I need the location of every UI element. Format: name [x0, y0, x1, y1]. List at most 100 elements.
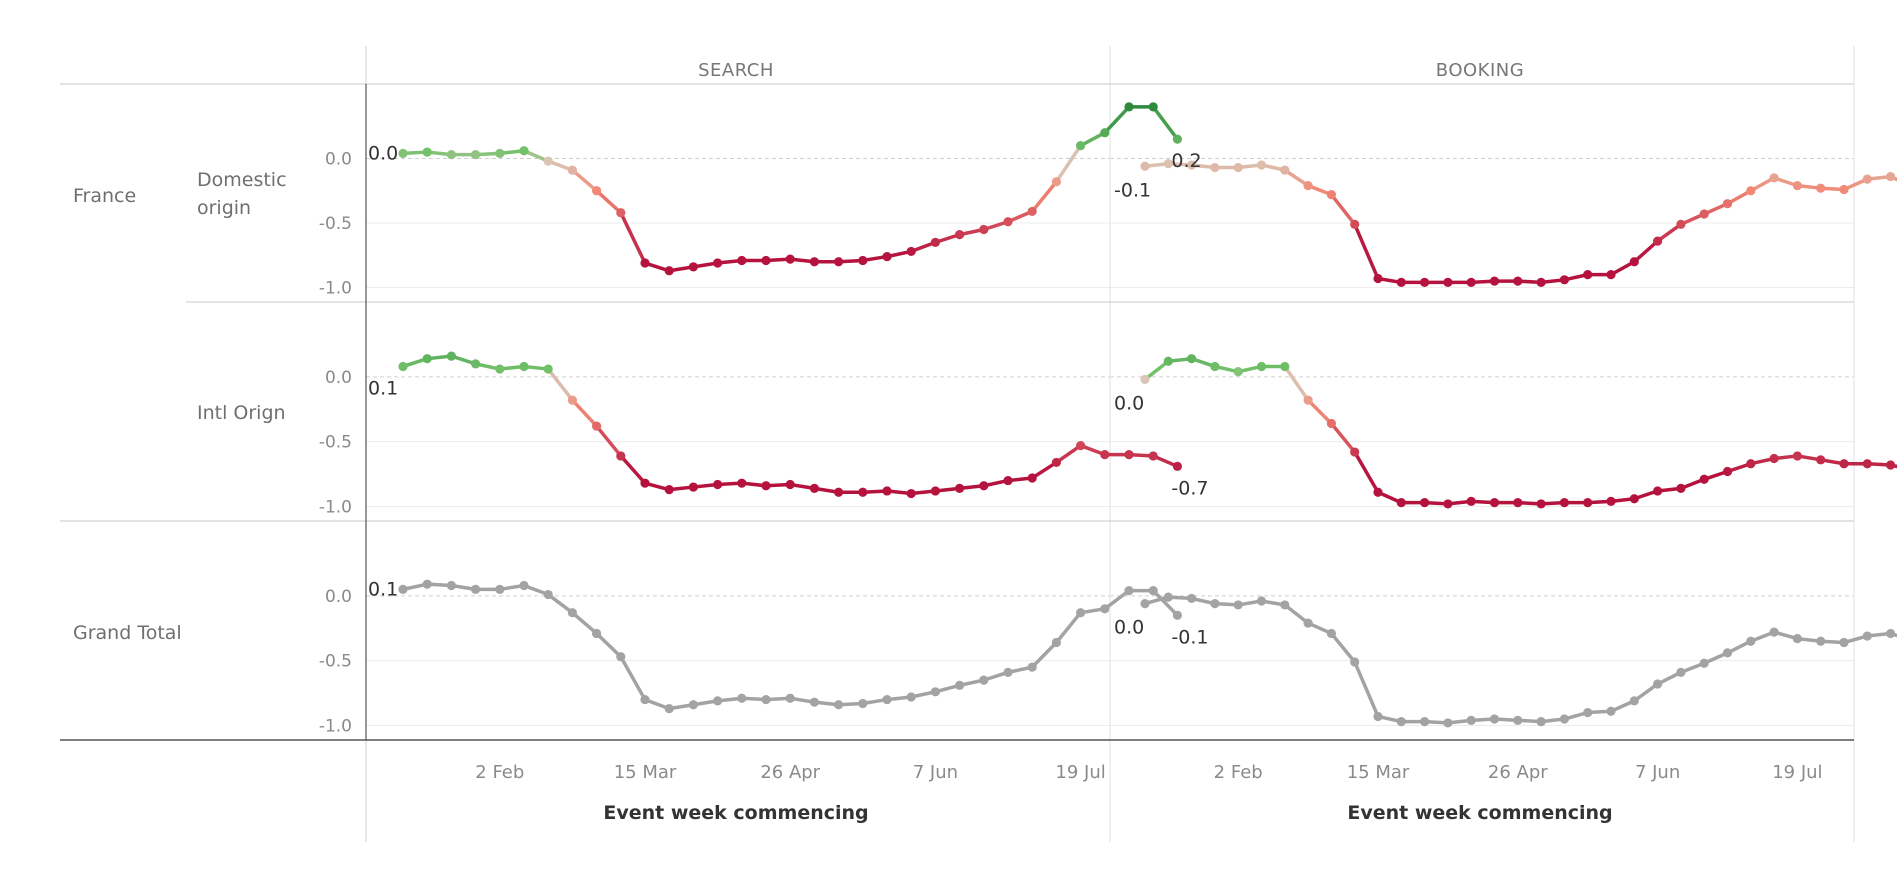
data-point[interactable]: [1536, 499, 1546, 509]
data-point[interactable]: [858, 255, 868, 266]
data-point[interactable]: [1396, 717, 1406, 727]
data-point[interactable]: [1466, 277, 1476, 287]
data-point[interactable]: [1606, 270, 1616, 280]
data-point[interactable]: [1172, 461, 1182, 471]
data-point[interactable]: [446, 150, 456, 160]
data-point[interactable]: [1676, 219, 1686, 229]
data-point[interactable]: [1862, 631, 1872, 641]
data-point[interactable]: [761, 481, 771, 491]
data-point[interactable]: [1210, 162, 1220, 173]
data-point[interactable]: [1148, 102, 1158, 112]
data-point[interactable]: [1303, 395, 1313, 405]
data-point[interactable]: [616, 208, 626, 218]
data-point[interactable]: [1792, 181, 1802, 191]
data-point[interactable]: [1676, 483, 1686, 493]
data-point[interactable]: [713, 258, 723, 268]
data-point[interactable]: [1839, 459, 1849, 469]
data-point[interactable]: [1027, 206, 1037, 217]
data-point[interactable]: [1027, 473, 1037, 483]
data-point[interactable]: [1396, 277, 1406, 287]
data-point[interactable]: [1816, 455, 1826, 465]
data-point[interactable]: [446, 351, 456, 361]
data-point[interactable]: [979, 675, 989, 685]
data-point[interactable]: [930, 237, 941, 247]
data-point[interactable]: [1163, 159, 1173, 169]
data-point[interactable]: [761, 694, 771, 705]
data-point[interactable]: [785, 254, 795, 264]
data-point[interactable]: [713, 479, 723, 490]
data-point[interactable]: [543, 156, 553, 166]
data-point[interactable]: [1489, 276, 1500, 286]
data-point[interactable]: [1513, 498, 1523, 508]
data-point[interactable]: [422, 354, 432, 364]
data-point[interactable]: [1513, 276, 1523, 286]
data-point[interactable]: [785, 479, 795, 490]
data-point[interactable]: [1350, 447, 1360, 457]
data-point[interactable]: [1140, 161, 1150, 171]
data-point[interactable]: [495, 584, 505, 594]
data-point[interactable]: [519, 361, 529, 372]
data-point[interactable]: [979, 481, 989, 491]
data-point[interactable]: [1303, 618, 1313, 628]
data-point[interactable]: [1051, 177, 1061, 187]
data-point[interactable]: [664, 485, 674, 495]
data-point[interactable]: [1163, 592, 1173, 602]
data-point[interactable]: [519, 580, 529, 591]
data-point[interactable]: [1420, 277, 1430, 287]
data-point[interactable]: [567, 165, 578, 175]
data-point[interactable]: [1629, 494, 1639, 504]
data-point[interactable]: [1256, 160, 1267, 170]
data-point[interactable]: [1027, 662, 1037, 672]
data-point[interactable]: [1489, 714, 1500, 724]
data-point[interactable]: [1443, 718, 1453, 728]
data-point[interactable]: [1100, 128, 1110, 138]
data-point[interactable]: [1373, 487, 1383, 497]
data-point[interactable]: [688, 482, 699, 492]
data-point[interactable]: [1233, 367, 1243, 377]
data-point[interactable]: [1140, 374, 1150, 385]
data-point[interactable]: [955, 230, 965, 240]
data-point[interactable]: [1003, 475, 1013, 486]
data-point[interactable]: [1172, 134, 1182, 144]
data-point[interactable]: [1076, 608, 1086, 618]
data-point[interactable]: [1256, 596, 1267, 606]
data-point[interactable]: [688, 700, 699, 710]
data-point[interactable]: [713, 696, 723, 706]
data-point[interactable]: [1396, 498, 1406, 508]
data-point[interactable]: [785, 693, 795, 703]
data-point[interactable]: [1559, 714, 1569, 724]
data-point[interactable]: [1187, 160, 1197, 170]
data-point[interactable]: [1653, 679, 1663, 689]
data-point[interactable]: [906, 246, 916, 257]
data-point[interactable]: [809, 483, 820, 493]
data-point[interactable]: [592, 628, 602, 639]
data-point[interactable]: [1699, 658, 1709, 668]
data-point[interactable]: [1816, 183, 1826, 193]
data-point[interactable]: [930, 687, 941, 697]
data-point[interactable]: [640, 694, 650, 705]
data-point[interactable]: [1862, 459, 1872, 469]
data-point[interactable]: [1051, 457, 1061, 468]
data-point[interactable]: [398, 584, 408, 594]
data-point[interactable]: [955, 680, 965, 690]
data-point[interactable]: [1373, 273, 1383, 284]
data-point[interactable]: [858, 698, 868, 709]
data-point[interactable]: [1792, 634, 1802, 644]
data-point[interactable]: [1076, 141, 1086, 151]
data-point[interactable]: [737, 255, 747, 266]
data-point[interactable]: [1280, 165, 1290, 175]
data-point[interactable]: [471, 359, 481, 369]
data-point[interactable]: [1886, 628, 1896, 639]
data-point[interactable]: [1466, 496, 1476, 506]
data-point[interactable]: [979, 224, 989, 235]
data-point[interactable]: [398, 361, 408, 372]
data-point[interactable]: [567, 395, 578, 405]
data-point[interactable]: [1233, 162, 1243, 173]
data-point[interactable]: [1606, 706, 1616, 716]
data-point[interactable]: [1420, 498, 1430, 508]
data-point[interactable]: [1172, 610, 1182, 620]
data-point[interactable]: [1280, 600, 1290, 610]
data-point[interactable]: [495, 148, 505, 158]
data-point[interactable]: [640, 258, 650, 268]
data-point[interactable]: [1722, 648, 1733, 658]
